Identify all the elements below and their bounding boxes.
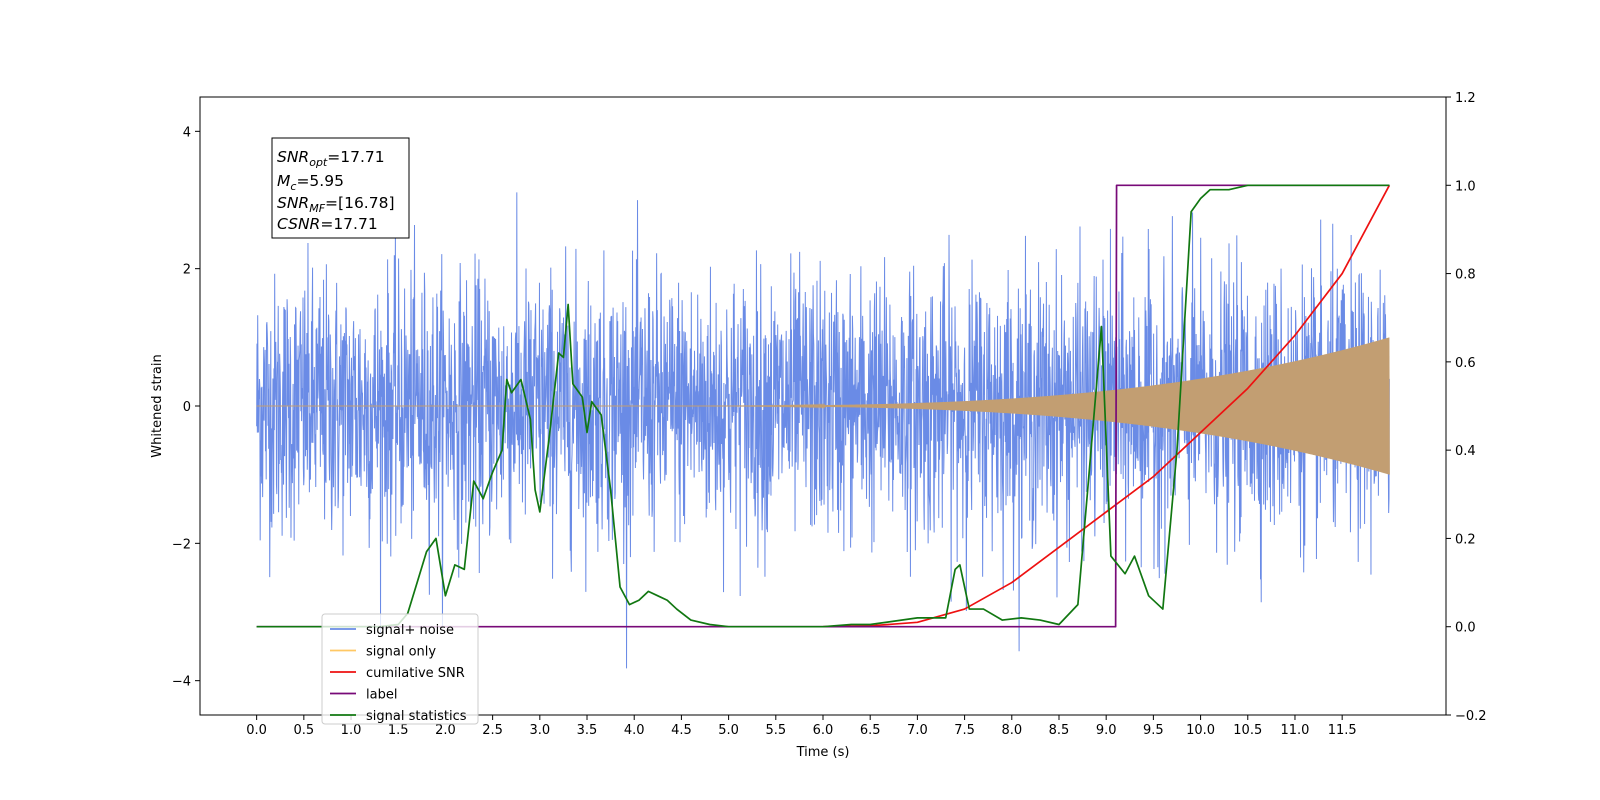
x-tick-label: 4.5 [671,723,692,738]
legend-label: signal+ noise [366,623,454,638]
x-tick-label: 10.0 [1186,723,1215,738]
series-signal-noise [256,192,1390,669]
x-axis-ticks: 0.0 0.5 1.0 1.5 2.0 2.5 3.0 3.5 4.0 4.5 5.0 5.5 6.0 6… [246,715,1357,738]
x-tick-label: 2.5 [482,723,503,738]
series-signal-statistics [256,184,1390,628]
annotation-line-csnr: CSNR=17.71 [277,215,378,233]
x-tick-label: 3.0 [529,723,550,738]
annotation-frame [271,137,410,239]
series-signal-only [256,337,1390,475]
y2-tick-label: 0.0 [1455,621,1476,636]
x-tick-label: 7.0 [907,723,928,738]
y-tick-label: 2 [183,263,191,278]
series-cumilative-snr [822,184,1391,628]
x-tick-label: 3.5 [577,723,598,738]
y2-tick-label: 0.4 [1455,444,1476,459]
x-tick-label: 9.0 [1096,723,1117,738]
x-tick-label: 8.0 [1001,723,1022,738]
y2-tick-label: 1.2 [1455,91,1476,106]
y-tick-label: 4 [183,125,191,140]
y2-tick-label: 1.0 [1455,179,1476,194]
y2-tick-label: 0.6 [1455,356,1476,371]
annotation-box: SNRopt=17.71 Mc=5.95 SNRMF=[16.78] CSNR=… [271,137,410,239]
x-tick-label: 5.0 [718,723,739,738]
y2-tick-label: −0.2 [1455,709,1487,724]
y-axis-ticks: 4 2 0 −2 −4 [172,125,200,690]
x-tick-label: 11.0 [1280,723,1309,738]
y2-axis-ticks: 1.2 1.0 0.8 0.6 0.4 0.2 0.0 −0.2 [1446,91,1487,724]
x-tick-label: 6.0 [813,723,834,738]
legend-label: label [366,688,397,703]
x-tick-label: 6.5 [860,723,881,738]
annotation-line-snr-opt: SNRopt=17.71 [277,148,385,169]
legend-frame [321,613,479,725]
x-tick-label: 0.5 [293,723,314,738]
annotation-line-snr-mf: SNRMF=[16.78] [277,194,395,215]
x-tick-label: 9.5 [1143,723,1164,738]
x-tick-label: 8.5 [1049,723,1070,738]
x-tick-label: 7.5 [954,723,975,738]
y-tick-label: 0 [183,400,191,415]
x-tick-label: 1.0 [341,723,362,738]
x-tick-label: 11.5 [1328,723,1357,738]
y2-tick-label: 0.2 [1455,532,1476,547]
legend-label: signal statistics [366,709,467,724]
x-tick-label: 2.0 [435,723,456,738]
legend: signal+ noise signal only cumilative SNR la… [321,613,479,725]
x-tick-label: 10.5 [1233,723,1262,738]
legend-label: signal only [366,645,436,660]
y-tick-label: −4 [172,675,191,690]
annotation-line-mc: Mc=5.95 [277,172,344,193]
x-tick-label: 5.5 [765,723,786,738]
y2-tick-label: 0.8 [1455,268,1476,283]
y-tick-label: −2 [172,537,191,552]
legend-label: cumilative SNR [366,666,465,681]
x-tick-label: 0.0 [246,723,267,738]
plot-area [256,184,1391,669]
y-axis-label: Whitened strain [150,354,165,457]
x-tick-label: 4.0 [624,723,645,738]
x-tick-label: 1.5 [388,723,409,738]
x-axis-label: Time (s) [796,745,850,760]
